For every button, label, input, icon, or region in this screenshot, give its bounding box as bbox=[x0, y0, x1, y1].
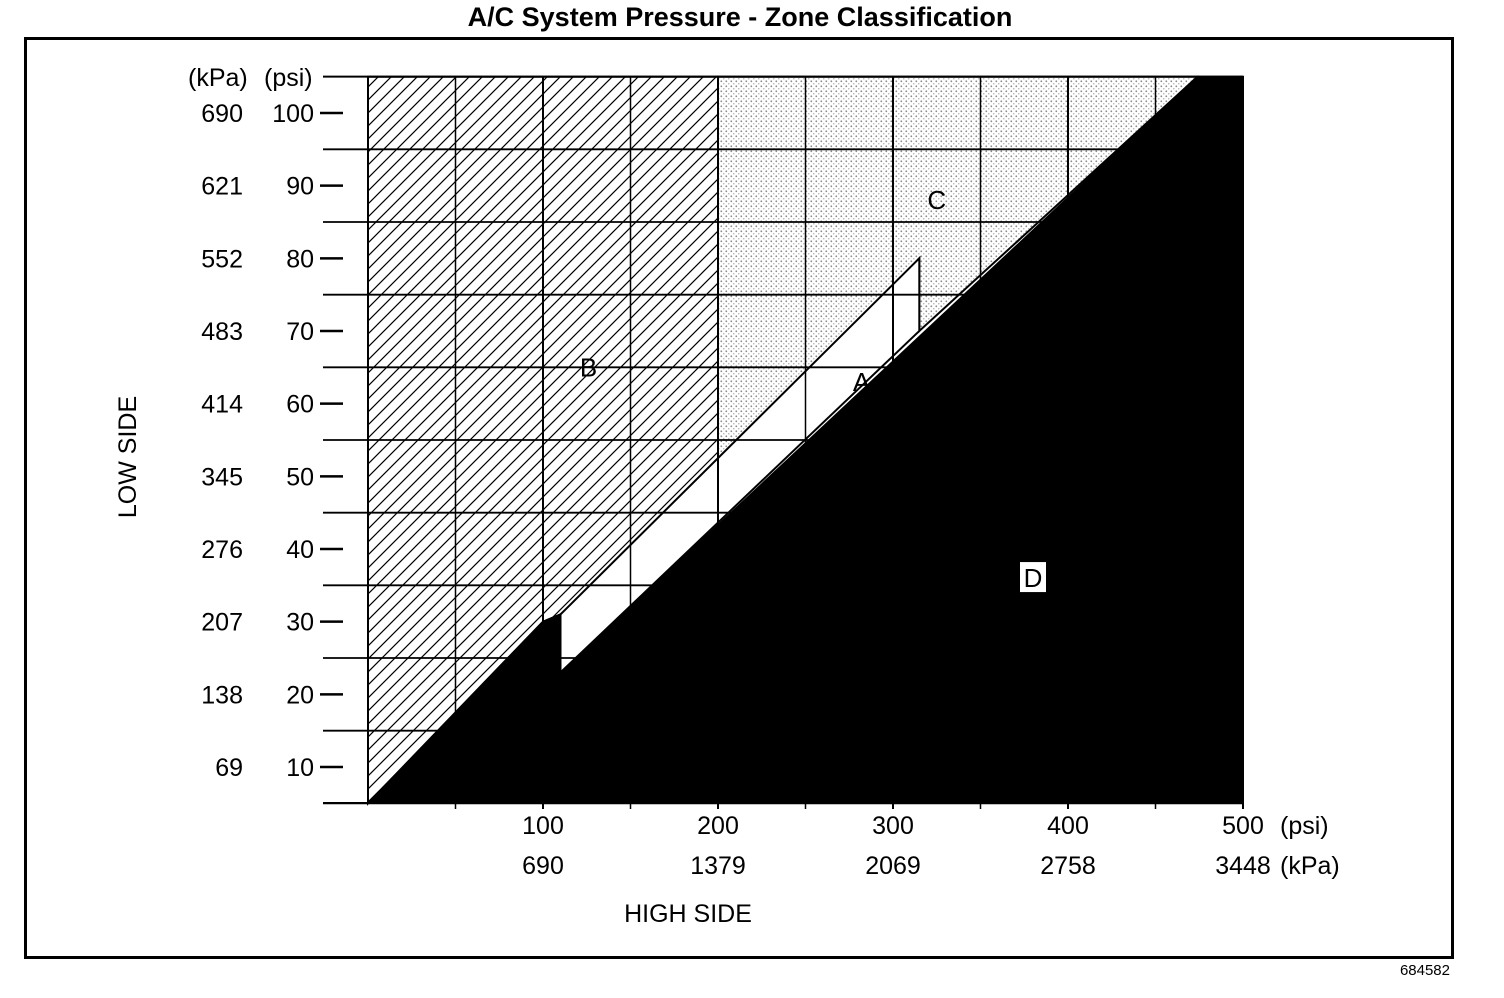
y-tick-label-psi: 60 bbox=[286, 391, 314, 419]
axes bbox=[320, 76, 1243, 804]
y-tick-label-kpa: 552 bbox=[201, 245, 243, 273]
y-tick-label-psi: 40 bbox=[286, 536, 314, 564]
y-tick-label-psi: 10 bbox=[286, 754, 314, 782]
y-unit-kpa: (kPa) bbox=[188, 64, 248, 92]
zone-label-b: B bbox=[580, 352, 597, 382]
chart-title: A/C System Pressure - Zone Classificatio… bbox=[467, 2, 1013, 32]
y-tick-label-kpa: 483 bbox=[201, 318, 243, 346]
x-unit-psi: (psi) bbox=[1280, 812, 1329, 840]
y-tick-label-psi: 100 bbox=[272, 100, 314, 128]
x-unit-kpa: (kPa) bbox=[1280, 852, 1340, 880]
y-tick-label-kpa: 276 bbox=[201, 536, 243, 564]
axis-labels: (kPa) (psi) (psi) (kPa) HIGH SIDE LOW SI… bbox=[114, 64, 1340, 928]
y-axis-label: LOW SIDE bbox=[114, 396, 142, 518]
x-axis-label: HIGH SIDE bbox=[624, 900, 752, 928]
x-tick-label-psi: 100 bbox=[522, 812, 564, 840]
y-tick-label-psi: 70 bbox=[286, 318, 314, 346]
x-tick-label-psi: 200 bbox=[697, 812, 739, 840]
y-tick-label-kpa: 621 bbox=[201, 173, 243, 201]
y-tick-label-psi: 50 bbox=[286, 463, 314, 491]
figure-id: 684582 bbox=[1399, 962, 1450, 979]
x-tick-label-psi: 400 bbox=[1047, 812, 1089, 840]
zone-label-c: C bbox=[927, 185, 946, 215]
y-tick-label-psi: 20 bbox=[286, 681, 314, 709]
y-tick-label-kpa: 207 bbox=[201, 609, 243, 637]
y-tick-label-psi: 30 bbox=[286, 609, 314, 637]
zone-d-label-box bbox=[1020, 562, 1046, 593]
x-tick-label-kpa: 1379 bbox=[690, 852, 746, 880]
x-tick-label-kpa: 690 bbox=[522, 852, 564, 880]
x-tick-label-kpa: 2758 bbox=[1040, 852, 1096, 880]
x-tick-label-psi: 500 bbox=[1222, 812, 1264, 840]
x-tick-label-kpa: 3448 bbox=[1215, 852, 1271, 880]
y-tick-label-psi: 80 bbox=[286, 245, 314, 273]
zone-label-d: D bbox=[1024, 563, 1043, 593]
y-unit-psi: (psi) bbox=[264, 64, 313, 92]
y-tick-label-kpa: 69 bbox=[215, 754, 243, 782]
y-tick-label-kpa: 414 bbox=[201, 391, 243, 419]
chart-frame bbox=[24, 37, 1454, 959]
y-tick-label-kpa: 690 bbox=[201, 100, 243, 128]
x-tick-label-kpa: 2069 bbox=[865, 852, 921, 880]
y-tick-label-kpa: 345 bbox=[201, 463, 243, 491]
zone-label-a: A bbox=[853, 367, 871, 397]
y-tick-label-kpa: 138 bbox=[201, 681, 243, 709]
y-tick-label-psi: 90 bbox=[286, 173, 314, 201]
x-tick-label-psi: 300 bbox=[872, 812, 914, 840]
